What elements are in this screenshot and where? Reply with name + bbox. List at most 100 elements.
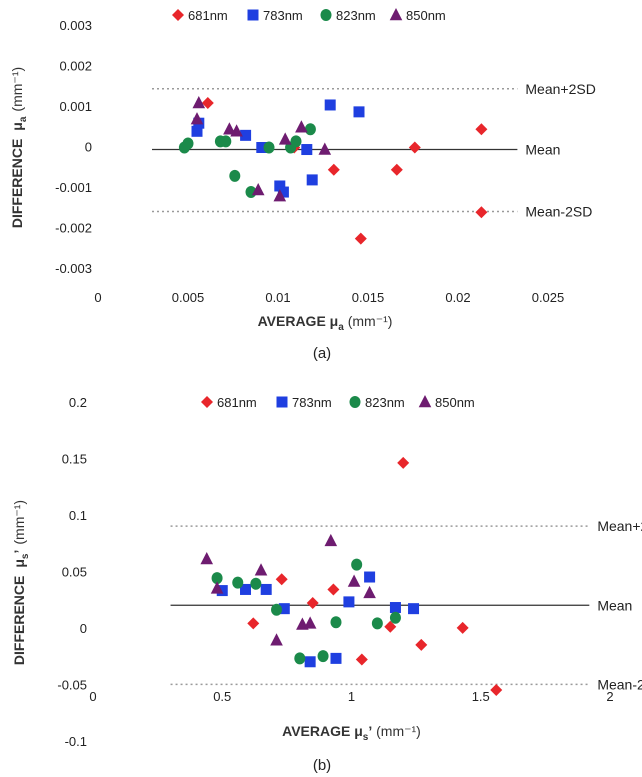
legend-label: 783nm xyxy=(292,395,332,410)
data-point-681nm xyxy=(355,653,368,666)
data-point-850nm xyxy=(363,585,376,599)
y-axis-title-main: DIFFERENCE xyxy=(9,139,25,228)
y-tick-label: 0.2 xyxy=(69,395,87,410)
x-tick-label: 0 xyxy=(94,290,101,305)
y-tick-label: 0 xyxy=(80,621,87,636)
data-point-823nm xyxy=(271,603,283,616)
y-tick-label: -0.003 xyxy=(55,261,92,276)
data-point-681nm xyxy=(275,573,288,586)
data-point-783nm xyxy=(274,180,286,192)
legend-label: 823nm xyxy=(336,8,376,23)
data-point-681nm xyxy=(384,620,397,633)
data-point-681nm xyxy=(475,206,488,219)
data-point-681nm xyxy=(408,141,421,154)
legend-label: 823nm xyxy=(365,395,405,410)
data-point-783nm xyxy=(277,186,289,198)
data-point-783nm xyxy=(278,603,290,615)
y-tick-label: -0.05 xyxy=(57,678,87,693)
x-axis-title: AVERAGE μs’ (mm⁻¹) xyxy=(282,723,421,743)
x-axis-title-unit: (mm⁻¹) xyxy=(372,723,421,739)
legend-label: 850nm xyxy=(406,8,446,23)
x-tick-label: 0.01 xyxy=(265,290,290,305)
x-tick-label: 0.015 xyxy=(352,290,385,305)
data-point-783nm xyxy=(301,144,313,156)
data-point-823nm xyxy=(263,141,275,154)
data-point-823nm xyxy=(389,611,401,624)
y-axis-title-unit: (mm⁻¹) xyxy=(9,67,25,112)
data-point-850nm xyxy=(303,616,317,629)
y-tick-label: 0.1 xyxy=(69,508,87,523)
y-axis-title-prime: ’ xyxy=(11,550,27,554)
data-point-823nm xyxy=(229,169,241,182)
legend-label: 681nm xyxy=(188,8,228,23)
data-point-783nm xyxy=(256,142,268,153)
legend-marker-783nm xyxy=(247,9,259,21)
x-tick-label: 0.02 xyxy=(445,290,470,305)
data-point-681nm xyxy=(490,684,503,697)
x-tick-label: 0.005 xyxy=(172,290,205,305)
data-point-783nm xyxy=(191,125,203,137)
x-tick-label: 0 xyxy=(89,689,96,704)
data-point-850nm xyxy=(295,120,308,133)
y-axis-title-sub: s xyxy=(20,553,31,559)
reference-line-label: Mean-2SD xyxy=(525,203,592,219)
data-point-783nm xyxy=(343,596,355,608)
data-point-681nm xyxy=(201,96,214,109)
x-tick-label: 0.5 xyxy=(213,689,231,704)
y-axis-title-main: DIFFERENCE xyxy=(11,576,27,665)
y-tick-label: -0.001 xyxy=(55,180,92,195)
reference-line-label: Mean-2SD xyxy=(597,676,642,692)
data-point-783nm xyxy=(324,99,336,111)
legend-marker-681nm xyxy=(172,9,184,21)
x-axis-title-prime: ’ xyxy=(368,723,372,739)
y-tick-label: -0.1 xyxy=(65,734,87,749)
x-axis-title-sub: s xyxy=(363,732,369,743)
x-axis-title-sub: a xyxy=(338,322,344,333)
x-axis-title-main: AVERAGE μ xyxy=(282,723,363,739)
data-point-823nm xyxy=(220,135,232,148)
y-tick-label: -0.002 xyxy=(55,221,92,236)
data-point-823nm xyxy=(294,652,306,665)
legend-label: 850nm xyxy=(435,395,475,410)
data-point-783nm xyxy=(364,571,376,583)
legend-marker-823nm xyxy=(349,396,361,408)
data-point-681nm xyxy=(456,621,469,634)
y-tick-label: 0.001 xyxy=(59,99,92,114)
data-point-823nm xyxy=(330,616,342,629)
data-point-681nm xyxy=(390,163,403,176)
data-point-823nm xyxy=(211,572,223,585)
reference-line-label: Mean+2SD xyxy=(597,518,642,534)
data-point-783nm xyxy=(408,603,420,615)
data-point-823nm xyxy=(250,577,262,590)
data-point-681nm xyxy=(415,638,428,651)
x-tick-label: 1 xyxy=(348,689,355,704)
data-point-783nm xyxy=(306,174,318,186)
data-point-823nm xyxy=(290,135,302,148)
data-point-850nm xyxy=(254,563,268,576)
data-point-850nm xyxy=(347,574,361,587)
legend-marker-850nm xyxy=(389,8,403,21)
x-tick-label: 1.5 xyxy=(472,689,490,704)
reference-line-label: Mean+2SD xyxy=(525,81,595,97)
reference-line-label: Mean xyxy=(525,142,560,158)
data-point-681nm xyxy=(306,597,319,610)
y-axis-title-symbol: μ xyxy=(11,559,27,568)
data-point-783nm xyxy=(260,583,272,595)
data-point-823nm xyxy=(232,576,244,589)
data-point-850nm xyxy=(223,122,236,135)
data-point-681nm xyxy=(397,456,410,469)
legend-label: 783nm xyxy=(263,8,303,23)
y-tick-label: 0 xyxy=(85,140,92,155)
data-point-850nm xyxy=(200,551,214,565)
legend-marker-783nm xyxy=(276,396,288,408)
data-point-783nm xyxy=(389,602,401,614)
data-point-850nm xyxy=(278,132,292,145)
data-point-783nm xyxy=(240,129,252,141)
reference-line-label: Mean xyxy=(597,597,632,613)
legend-label: 681nm xyxy=(217,395,257,410)
data-point-850nm xyxy=(318,142,332,155)
data-point-681nm xyxy=(327,163,340,176)
data-point-783nm xyxy=(304,656,316,668)
data-point-823nm xyxy=(304,123,316,136)
